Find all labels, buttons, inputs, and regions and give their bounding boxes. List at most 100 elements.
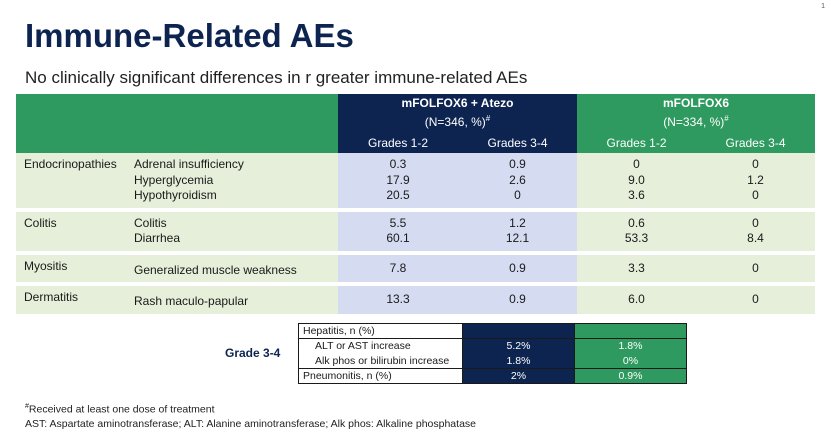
grade34-row: Hepatitis, n (%)	[298, 323, 687, 339]
atezo-grade12-cell: 7.8	[338, 252, 458, 286]
footnote-mark: #	[724, 114, 729, 123]
grade-header: Grades 1-2	[338, 132, 458, 153]
grade34-row: Alk phos or bilirubin increase 1.8% 0%	[298, 353, 687, 369]
grade34-label: Grade 3-4	[225, 346, 281, 360]
ae-value: 0	[752, 157, 759, 171]
footnote-mark: #	[485, 114, 491, 123]
atezo-grade12-cell: 0.3 17.9 20.5	[338, 153, 458, 212]
atezo-grade12-cell: 5.5 60.1	[338, 209, 458, 255]
ae-value: 1.2	[509, 215, 526, 230]
ae-name: Hypothyroidism	[134, 188, 217, 202]
ae-value: 3.6	[628, 188, 645, 202]
grade-header: Grades 3-4	[458, 132, 577, 153]
grade-header: Grades 1-2	[577, 132, 696, 153]
ae-value: 0	[514, 188, 521, 202]
atezo-grade12-cell: 13.3	[338, 284, 458, 318]
ae-name: Colitis	[134, 215, 167, 230]
header-blank	[16, 94, 338, 132]
ae-value: 0	[752, 292, 759, 306]
ae-name: Generalized muscle weakness	[134, 262, 297, 277]
ae-value: 3.3	[628, 260, 645, 275]
ae-names: Generalized muscle weakness	[134, 252, 338, 286]
fox-grade12-cell: 3.3	[577, 252, 696, 286]
ae-value: 0.9	[509, 292, 526, 306]
ae-value: 0.6	[628, 215, 645, 230]
grade34-atezo-value: 5.2%	[462, 338, 575, 354]
grade34-atezo-value	[462, 323, 575, 339]
ae-value: 7.8	[389, 260, 407, 275]
grade34-fox-value: 0%	[574, 353, 687, 369]
ae-value: 17.9	[386, 172, 410, 187]
ae-value: 0.9	[509, 260, 526, 275]
ae-value: 9.0	[628, 172, 645, 187]
atezo-grade34-cell: 0.9	[458, 284, 577, 318]
ae-group-row: Endocrinopathies Adrenal insufficiency H…	[16, 153, 816, 212]
ae-group-row: Dermatitis Rash maculo-papular 13.3 0.9 …	[16, 284, 816, 318]
ae-name: Hyperglycemia	[134, 172, 214, 187]
ae-names: Adrenal insufficiency Hyperglycemia Hypo…	[134, 153, 338, 212]
ae-value: 0	[752, 260, 759, 275]
arm-fox-name: mFOLFOX6	[663, 96, 730, 110]
grade34-table: Hepatitis, n (%) ALT or AST increase 5.2…	[298, 323, 687, 384]
ae-value: 5.5	[389, 215, 407, 230]
ae-value: 1.2	[747, 172, 764, 187]
grade34-fox-value: 0.9%	[574, 368, 687, 384]
ae-value: 60.1	[386, 231, 410, 245]
fox-grade12-cell: 0 9.0 3.6	[577, 153, 696, 212]
grade34-row-label: Pneumonitis, n (%)	[298, 368, 463, 384]
header-arm-atezo: mFOLFOX6 + Atezo (N=346, %)#	[338, 94, 577, 132]
grade34-row-label: Alk phos or bilirubin increase	[298, 353, 463, 369]
grade34-atezo-value: 2%	[462, 368, 575, 384]
ae-name: Rash maculo-papular	[134, 294, 249, 308]
footnote-mark: #	[25, 403, 29, 410]
atezo-grade34-cell: 0.9 2.6 0	[458, 153, 577, 212]
ae-group-row: Colitis Colitis Diarrhea 5.5 60.1 1.2 12…	[16, 209, 816, 255]
ae-category: Myositis	[16, 252, 134, 286]
fox-grade34-cell: 0 8.4	[696, 209, 816, 255]
immune-ae-table: mFOLFOX6 + Atezo (N=346, %)# mFOLFOX6 (N…	[16, 94, 816, 318]
ae-value: 0.3	[389, 157, 407, 171]
ae-name: Diarrhea	[134, 231, 181, 245]
grade34-row: ALT or AST increase 5.2% 1.8%	[298, 338, 687, 354]
arm-atezo-name: mFOLFOX6 + Atezo	[401, 96, 514, 110]
arm-fox-n: (N=334, %)#	[663, 114, 729, 129]
ae-category: Endocrinopathies	[16, 153, 134, 212]
atezo-grade34-cell: 1.2 12.1	[458, 209, 577, 255]
ae-names: Rash maculo-papular	[134, 284, 338, 318]
grade34-fox-value	[574, 323, 687, 339]
grade34-atezo-value: 1.8%	[462, 353, 575, 369]
ae-group-row: Myositis Generalized muscle weakness 7.8…	[16, 252, 816, 286]
grade34-row-label: ALT or AST increase	[298, 338, 463, 354]
footnotes: #Received at least one dose of treatment…	[25, 400, 476, 431]
ae-value: 2.6	[509, 172, 526, 187]
fox-grade12-cell: 6.0	[577, 284, 696, 318]
grade34-fox-value: 1.8%	[574, 338, 687, 354]
ae-value: 13.3	[386, 292, 410, 306]
ae-value: 0	[752, 215, 759, 230]
fox-grade12-cell: 0.6 53.3	[577, 209, 696, 255]
grade34-row: Pneumonitis, n (%) 2% 0.9%	[298, 368, 687, 384]
ae-name: Adrenal insufficiency	[134, 157, 244, 171]
ae-value: 20.5	[386, 188, 410, 202]
footnote-abbreviations: AST: Aspartate aminotransferase; ALT: Al…	[25, 417, 476, 430]
page-subtitle: No clinically significant differences in…	[25, 68, 528, 87]
ae-value: 6.0	[628, 292, 645, 306]
header-arm-fox: mFOLFOX6 (N=334, %)#	[577, 94, 816, 132]
ae-value: 0	[633, 157, 640, 171]
ae-category: Dermatitis	[16, 284, 134, 318]
ae-category: Colitis	[16, 209, 134, 255]
atezo-grade34-cell: 0.9	[458, 252, 577, 286]
footnote-text: Received at least one dose of treatment	[28, 403, 215, 416]
ae-value: 53.3	[624, 231, 649, 245]
page-title: Immune-Related AEs	[25, 17, 354, 54]
ae-value: 12.1	[505, 231, 530, 245]
page-number: 1	[821, 3, 825, 10]
fox-grade34-cell: 0	[696, 252, 816, 286]
ae-names: Colitis Diarrhea	[134, 209, 338, 255]
fox-grade34-cell: 0 1.2 0	[696, 153, 816, 212]
ae-value: 8.4	[747, 231, 764, 245]
subheader-blank	[16, 132, 338, 153]
fox-grade34-cell: 0	[696, 284, 816, 318]
grade-header: Grades 3-4	[696, 132, 816, 153]
ae-value: 0.9	[509, 157, 526, 171]
